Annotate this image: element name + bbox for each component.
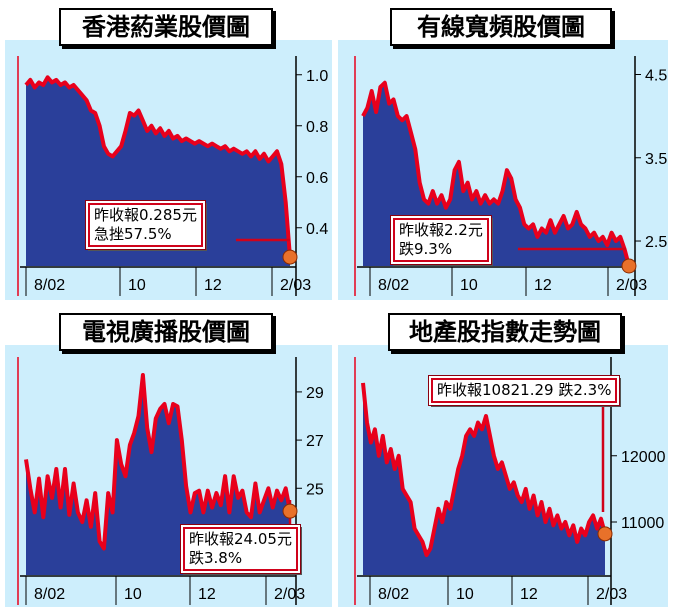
annotation-1-line-0: 昨收報2.2元 [399,221,483,239]
price-line-3 [361,382,607,558]
y-tick-label-1-0: 4.5 [645,67,667,84]
chart-title-3: 地產股指數走勢圖 [388,313,622,351]
x-axis-strip-1 [357,266,635,296]
x-tick-label-2-0: 8/02 [34,586,65,603]
x-axis-strip-0 [20,266,296,296]
x-tick-label-3-1: 10 [456,586,474,603]
area-fill-3 [363,382,605,575]
y-tick-label-0-2: 0.6 [306,170,328,187]
y-tick-label-1-2: 2.5 [645,234,667,251]
annotation-1-line-1: 跌9.3% [399,240,453,258]
x-tick-label-1-2: 12 [534,277,552,294]
x-tick-label-1-0: 8/02 [378,277,409,294]
price-line-2 [24,373,292,551]
last-value-marker-2 [282,503,298,519]
x-tick-label-3-0: 8/02 [378,586,409,603]
x-tick-label-2-3: 2/03 [274,586,305,603]
price-line-1 [361,80,631,267]
annotation-2-line-1: 跌3.8% [189,549,243,567]
y-tick-label-3-1: 11000 [621,515,664,532]
annotation-3-line-0: 昨收報10821.29 跌2.3% [437,381,612,399]
chart-title-2: 電視廣播股價圖 [59,313,273,351]
y-tick-label-2-2: 25 [306,481,324,498]
annotation-0-line-1: 急挫57.5% [94,225,172,243]
x-axis-strip-3 [357,575,611,605]
chart-title-1: 有線寬頻股價圖 [390,8,612,46]
x-tick-label-1-1: 10 [460,277,478,294]
annotation-0-line-0: 昨收報0.285元 [94,206,197,224]
x-tick-label-3-2: 12 [520,586,538,603]
annotation-1: 昨收報2.2元 跌9.3% [390,215,492,265]
x-tick-label-0-3: 2/03 [280,277,311,294]
last-value-marker-0 [282,249,298,265]
y-tick-label-1-1: 3.5 [645,151,667,168]
annotation-2: 昨收報24.05元 跌3.8% [180,524,301,574]
y-tick-label-0-3: 0.4 [306,221,328,238]
last-value-marker-1 [621,258,637,274]
x-tick-label-2-2: 12 [198,586,216,603]
price-line-0 [24,75,292,258]
last-value-marker-3 [597,526,613,542]
y-tick-label-0-1: 0.8 [306,119,328,136]
x-tick-label-0-0: 8/02 [34,277,65,294]
x-tick-label-1-3: 2/03 [616,277,647,294]
x-tick-label-0-2: 12 [204,277,222,294]
annotation-0: 昨收報0.285元 急挫57.5% [85,200,206,250]
chart-title-0: 香港葯業股價圖 [59,8,273,46]
y-tick-label-2-1: 27 [306,433,324,450]
y-tick-label-0-0: 1.0 [306,68,328,85]
y-tick-label-2-0: 29 [306,385,324,402]
x-tick-label-2-1: 10 [124,586,142,603]
y-tick-label-3-0: 12000 [621,449,666,466]
x-axis-strip-2 [20,575,296,605]
annotation-2-line-0: 昨收報24.05元 [189,530,292,548]
x-tick-label-0-1: 10 [128,277,146,294]
annotation-3: 昨收報10821.29 跌2.3% [427,375,621,406]
x-tick-label-3-3: 2/03 [596,586,627,603]
